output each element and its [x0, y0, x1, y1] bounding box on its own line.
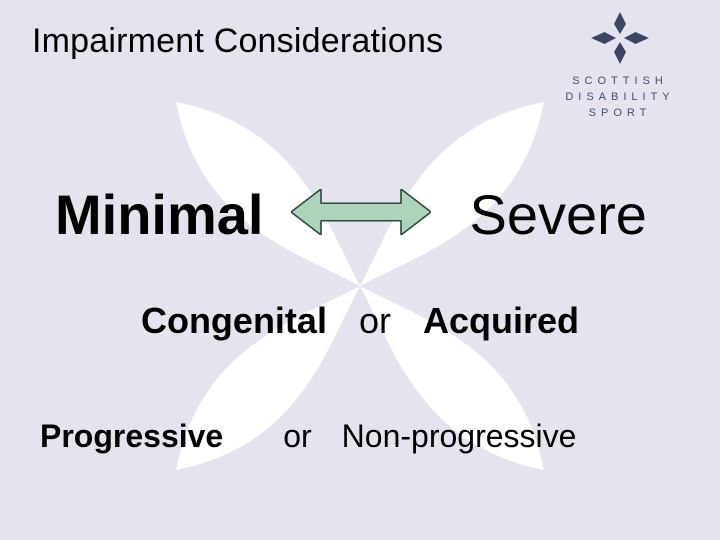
logo: SCOTTISH DISABILITY SPORT: [540, 8, 700, 122]
slide: Impairment Considerations SCOTTISH DISAB…: [0, 0, 720, 540]
row-congenital-acquired: Congenital or Acquired: [0, 300, 720, 342]
label-congenital: Congenital: [141, 300, 327, 341]
logo-line-1: SCOTTISH: [540, 74, 700, 90]
row-minimal-severe: Minimal Severe: [0, 182, 720, 247]
logo-line-3: SPORT: [540, 106, 700, 122]
logo-star-icon: [585, 8, 655, 68]
label-nonprogressive: Non-progressive: [342, 418, 577, 455]
row-progressive-nonprogressive: Progressive or Non-progressive: [0, 418, 720, 455]
logo-text: SCOTTISH DISABILITY SPORT: [540, 74, 700, 122]
label-severe: Severe: [469, 182, 646, 247]
label-acquired: Acquired: [423, 300, 579, 341]
label-progressive: Progressive: [40, 418, 223, 455]
label-minimal: Minimal: [55, 182, 263, 247]
label-or-2: or: [359, 300, 391, 341]
page-title: Impairment Considerations: [32, 22, 443, 61]
logo-line-2: DISABILITY: [540, 90, 700, 106]
double-arrow-icon: [291, 189, 431, 240]
label-or-3: or: [283, 418, 311, 455]
